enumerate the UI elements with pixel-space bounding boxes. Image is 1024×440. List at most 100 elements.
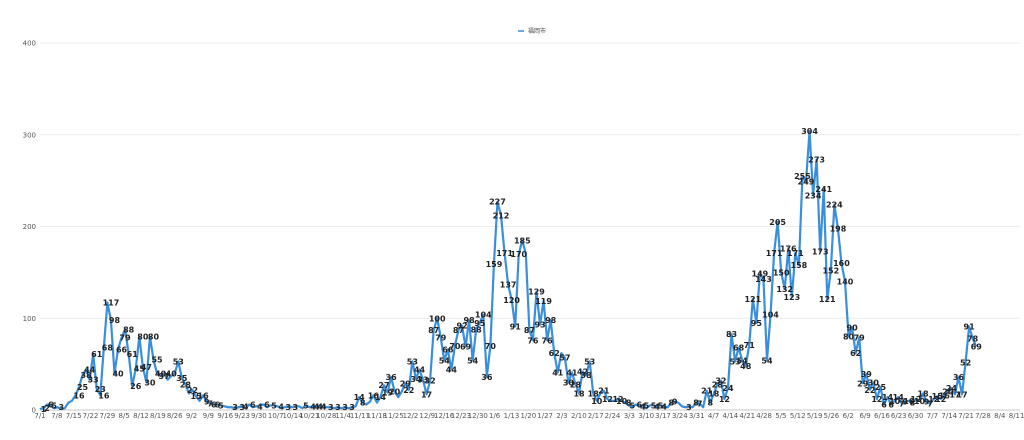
data-label-117: 42: [577, 367, 588, 376]
x-tick-label-10: 9/9: [203, 412, 214, 420]
x-tick-label-23: 12/9: [419, 412, 435, 420]
data-label-91: 104: [475, 311, 492, 320]
x-tick-label-0: 7/1: [34, 412, 45, 420]
data-label-107: 119: [535, 297, 552, 306]
y-tick-label-100: 100: [23, 315, 36, 323]
data-label-18: 79: [120, 334, 132, 343]
data-label-163: 176: [780, 245, 797, 254]
data-label-189: 25: [875, 383, 887, 392]
data-label-82: 44: [446, 366, 458, 375]
data-label-120: 18: [588, 389, 600, 398]
data-label-19: 88: [123, 325, 135, 334]
data-label-175: 152: [822, 267, 839, 276]
data-label-70: 22: [403, 386, 414, 395]
x-tick-label-41: 4/14: [723, 412, 739, 420]
x-tick-label-5: 8/5: [119, 412, 130, 420]
data-label-192: 6: [888, 400, 894, 409]
data-label-178: 160: [833, 259, 850, 268]
x-tick-label-58: 8/11: [1009, 412, 1024, 420]
x-tick-label-46: 5/19: [807, 412, 823, 420]
data-label-128: 6: [637, 400, 643, 409]
data-label-67: 36: [386, 373, 398, 382]
data-label-10: 61: [91, 350, 103, 359]
x-tick-label-45: 5/12: [790, 412, 806, 420]
data-label-200: 10: [914, 397, 926, 406]
data-label-114: 41: [566, 368, 578, 377]
data-label-184: 29: [857, 379, 869, 388]
data-label-61: 14: [354, 393, 366, 402]
data-label-176: 224: [826, 200, 843, 209]
x-tick-label-25: 12/23: [451, 412, 471, 420]
data-label-48: 5: [271, 401, 277, 410]
x-tick-label-26: 12/30: [468, 412, 488, 420]
data-label-193: 10: [889, 397, 901, 406]
data-label-88: 54: [467, 356, 479, 365]
data-label-177: 198: [830, 224, 847, 233]
data-label-66: 19: [382, 389, 394, 398]
data-label-84: 87: [453, 326, 464, 335]
data-label-215: 78: [967, 334, 979, 343]
data-label-3: 5: [51, 401, 57, 410]
x-tick-label-16: 10/21: [299, 412, 319, 420]
data-label-27: 55: [151, 356, 163, 365]
data-label-203: 7: [927, 400, 933, 409]
data-label-50: 3: [285, 403, 291, 412]
data-label-183: 79: [854, 334, 866, 343]
data-label-195: 7: [899, 400, 905, 409]
data-label-180: 80: [843, 333, 855, 342]
data-label-35: 15: [190, 392, 202, 401]
data-label-6: 25: [77, 383, 89, 392]
data-label-162: 132: [776, 285, 793, 294]
data-label-9: 33: [88, 376, 99, 385]
data-label-13: 68: [102, 344, 114, 353]
data-label-135: 8: [668, 399, 674, 408]
data-label-42: 3: [232, 403, 238, 412]
x-tick-label-9: 9/2: [186, 412, 197, 420]
data-label-136: 9: [672, 398, 678, 407]
x-axis: 7/1 7/8 7/15 7/22 7/29 8/5 8/12 8/19 8/26 9/2 9/9 9…: [34, 412, 1024, 420]
data-label-137: 3: [686, 403, 692, 412]
data-label-55: 4: [317, 402, 323, 411]
data-label-30: 40: [166, 369, 178, 378]
data-label-169: 304: [801, 127, 818, 136]
data-label-153: 121: [744, 295, 761, 304]
data-label-159: 171: [766, 249, 783, 258]
data-label-123: 12: [602, 395, 613, 404]
data-label-52: 5: [303, 401, 309, 410]
x-tick-label-53: 7/7: [927, 412, 938, 420]
data-label-68: 20: [389, 388, 401, 397]
data-label-46: 4: [257, 402, 263, 411]
data-label-62: 8: [360, 399, 366, 408]
data-label-143: 28: [712, 380, 724, 389]
data-label-64: 14: [375, 393, 387, 402]
data-label-110: 62: [549, 349, 560, 358]
data-label-75: 17: [421, 390, 432, 399]
data-label-87: 98: [464, 316, 476, 325]
data-label-72: 34: [410, 375, 422, 384]
data-label-109: 98: [545, 316, 557, 325]
data-label-174: 121: [819, 295, 836, 304]
data-label-89: 88: [471, 325, 483, 334]
data-label-147: 83: [726, 330, 737, 339]
data-label-74: 33: [417, 376, 428, 385]
data-label-201: 18: [917, 389, 929, 398]
legend-label: 福岡市: [528, 27, 546, 35]
data-label-56: 4: [321, 402, 327, 411]
data-label-96: 212: [493, 211, 510, 220]
data-label-108: 76: [542, 336, 554, 345]
data-label-127: 5: [629, 401, 635, 410]
data-label-23: 80: [137, 333, 149, 342]
data-label-209: 24: [946, 384, 958, 393]
data-label-208: 20: [942, 388, 954, 397]
data-label-63: 16: [368, 391, 380, 400]
data-label-132: 4: [654, 402, 660, 411]
data-label-115: 28: [570, 380, 582, 389]
x-tick-label-36: 3/10: [638, 412, 654, 420]
data-label-93: 70: [485, 342, 497, 351]
data-label-145: 12: [719, 395, 730, 404]
data-label-15: 98: [109, 316, 121, 325]
data-label-95: 227: [489, 198, 506, 207]
x-tick-label-2: 7/15: [66, 412, 82, 420]
data-label-65: 27: [378, 381, 389, 390]
data-label-118: 38: [581, 371, 593, 380]
